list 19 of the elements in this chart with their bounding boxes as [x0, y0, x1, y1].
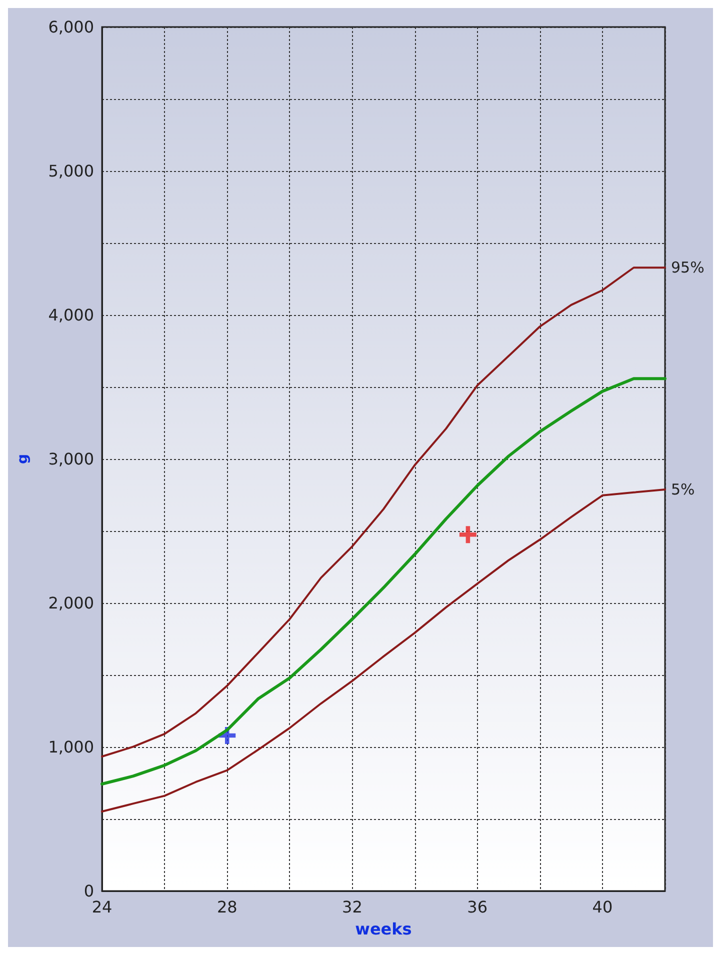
y-tick-label: 0: [84, 882, 94, 900]
y-tick-label: 4,000: [48, 306, 94, 324]
y-tick-label: 3,000: [48, 450, 94, 468]
y-axis-title: g: [15, 454, 31, 464]
line-series: [101, 488, 666, 813]
y-tick-label: 1,000: [48, 738, 94, 756]
line-series: [101, 266, 666, 758]
x-axis-title: weeks: [355, 920, 412, 938]
series-label: 95%: [671, 258, 704, 277]
line-series: [100, 377, 666, 786]
x-tick-label: 40: [592, 898, 613, 916]
series-label: 5%: [671, 480, 695, 499]
x-tick-label: 36: [467, 898, 488, 916]
y-tick-label: 6,000: [48, 18, 94, 36]
x-tick-label: 32: [342, 898, 362, 916]
y-tick-label: 5,000: [48, 162, 94, 180]
y-tick-label: 2,000: [48, 594, 94, 612]
x-tick-label: 28: [216, 898, 238, 916]
x-tick-label: 24: [92, 898, 112, 916]
